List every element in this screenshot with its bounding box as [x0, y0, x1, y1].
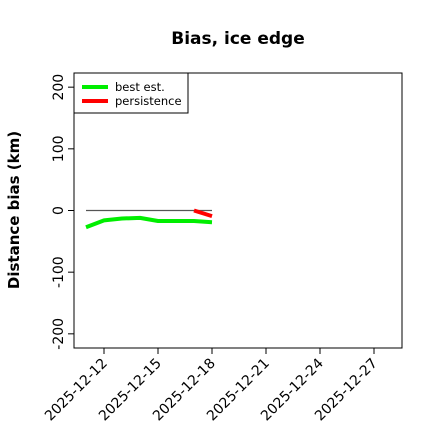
- y-tick-label: 100: [51, 135, 67, 162]
- y-tick-label: -100: [51, 256, 67, 288]
- legend-label: best est.: [115, 80, 165, 94]
- chart-title: Bias, ice edge: [171, 29, 305, 49]
- x-axis: 2025-12-122025-12-152025-12-182025-12-21…: [42, 348, 381, 424]
- y-axis-label: Distance bias (km): [5, 131, 23, 289]
- legend-label: persistence: [115, 94, 182, 108]
- series-line-best-est: [85, 215, 213, 230]
- legend: best est.persistence: [73, 72, 189, 114]
- y-axis: -200 -100 0 100 200: [51, 74, 74, 350]
- series-layer: [85, 208, 213, 230]
- y-tick-label: 0: [51, 206, 67, 215]
- y-tick-label: -200: [51, 318, 67, 350]
- series-line-persistence: [193, 208, 213, 219]
- legend-box: [73, 72, 189, 114]
- y-tick-label: 200: [51, 74, 67, 101]
